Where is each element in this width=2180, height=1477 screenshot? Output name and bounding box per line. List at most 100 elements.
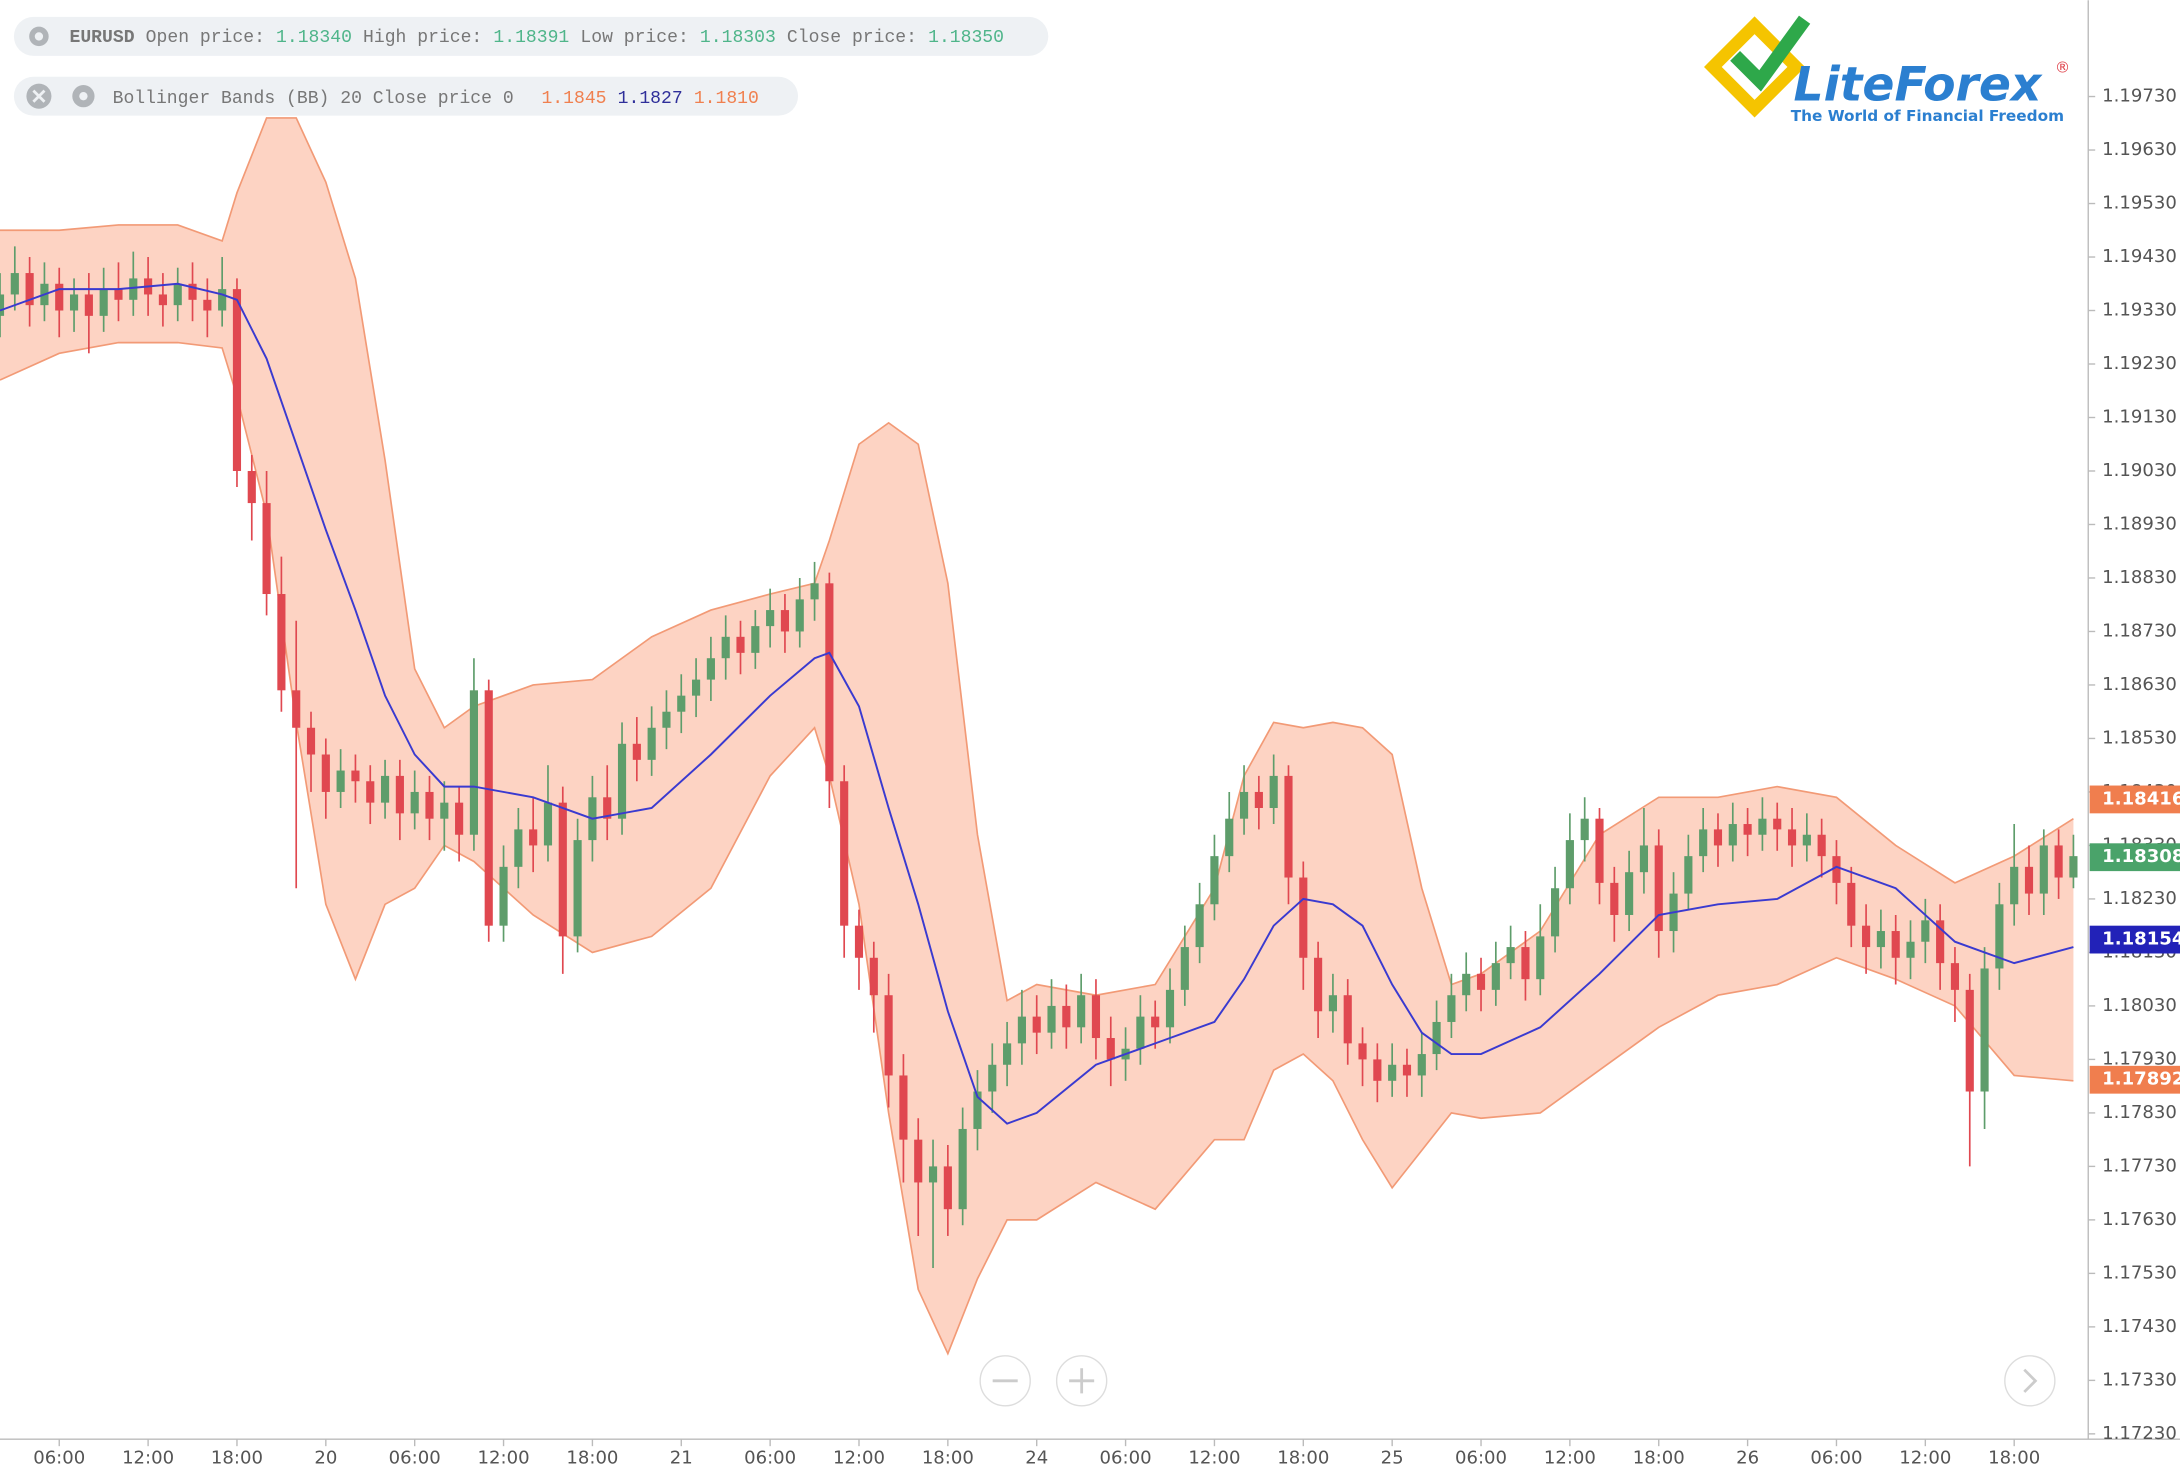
candle-body (1565, 840, 1574, 889)
candle-body (1195, 904, 1204, 948)
candle-body (55, 283, 64, 311)
candle-body (2010, 866, 2019, 905)
candle-body (1950, 963, 1960, 990)
gear-icon[interactable] (72, 85, 95, 108)
x-tick-label: 06:00 (1100, 1448, 1152, 1469)
x-tick-label: 18:00 (211, 1448, 263, 1469)
indicator-value: 1.1810 (694, 89, 759, 109)
candle-body (1847, 882, 1856, 926)
candle-body (1358, 1043, 1367, 1060)
candle-body (677, 695, 686, 712)
y-tick-label: 1.18530 (2102, 727, 2177, 748)
x-tick-label: 20 (314, 1448, 337, 1469)
scroll-right-button[interactable] (2004, 1355, 2056, 1407)
logo-check (1730, 15, 1811, 92)
y-tick-label: 1.19530 (2102, 193, 2177, 214)
indicator-value: 1.1845 (541, 89, 606, 109)
y-tick-label: 1.17530 (2102, 1262, 2177, 1283)
legend-label: Close price: (787, 28, 917, 48)
candle-body (1062, 1005, 1071, 1028)
logo-diamond (1704, 16, 1806, 118)
candle-body (1506, 947, 1515, 964)
candle-body (158, 294, 167, 306)
candle-body (884, 995, 893, 1076)
y-tick-label: 1.17730 (2102, 1155, 2177, 1176)
candle-body (2069, 856, 2078, 878)
y-tick-label: 1.17830 (2102, 1102, 2177, 1123)
candle-body (1210, 856, 1219, 905)
legend-label: Low price: (580, 28, 688, 48)
price-label: 1.17892 (2102, 1069, 2180, 1090)
candle-body (306, 727, 316, 755)
gear-icon[interactable] (29, 26, 49, 47)
candle-body (1936, 920, 1945, 964)
y-tick-label: 1.18830 (2102, 567, 2177, 588)
candle-body (203, 299, 212, 311)
candle-body (1802, 834, 1811, 846)
candle-body (1388, 1064, 1397, 1081)
indicator-legend-bg (13, 76, 799, 116)
y-tick-label: 1.19730 (2102, 86, 2177, 107)
candle-body (529, 829, 538, 846)
y-tick-label: 1.19230 (2102, 353, 2177, 374)
candle-body (1743, 824, 1752, 835)
zoom-in-button[interactable] (1055, 1355, 1108, 1407)
candle-body (1965, 989, 1974, 1092)
candle-body (1876, 931, 1885, 948)
close-icon[interactable] (26, 83, 52, 109)
candle-body (173, 283, 182, 306)
candle-body (1980, 968, 1989, 1092)
candle-body (988, 1064, 997, 1092)
candle-body (1047, 1005, 1056, 1033)
x-tick-label: 06:00 (1455, 1448, 1507, 1469)
price-label-bg (2089, 925, 2180, 954)
logo: LiteForex ® The World of Financial Freed… (1704, 15, 2070, 125)
candle-body (943, 1166, 952, 1210)
candle-body (1891, 931, 1900, 958)
candle-body (455, 802, 464, 835)
candle-body (1373, 1059, 1382, 1081)
candle-body (1832, 856, 1841, 883)
candle-body (2039, 845, 2048, 894)
candle-body (692, 679, 701, 696)
y-tick-label: 1.19430 (2102, 246, 2177, 267)
candle-body (1447, 995, 1456, 1022)
x-tick-label: 18:00 (922, 1448, 974, 1469)
candle-body (1077, 995, 1086, 1028)
candle-body (2054, 845, 2063, 878)
candle-body (218, 289, 227, 311)
y-tick-label: 1.17230 (2102, 1423, 2177, 1444)
legend-value: 1.18391 (493, 28, 569, 48)
candle-body (129, 278, 138, 300)
candle-body (1639, 845, 1649, 873)
candle-body (1921, 920, 1930, 942)
candle-body (1091, 995, 1101, 1039)
band-fill (0, 117, 2074, 1354)
legend-label: Open price: (146, 28, 265, 48)
lower-band (0, 341, 2074, 1356)
plot-area (0, 117, 2078, 1356)
y-tick-label: 1.19330 (2102, 300, 2177, 321)
price-label: 1.18154 (2102, 929, 2180, 950)
candle-body (10, 273, 19, 295)
candle-body (647, 727, 656, 760)
candle-body (277, 594, 286, 691)
candle-body (425, 791, 434, 819)
candle-body (1254, 791, 1263, 808)
y-tick-label: 1.19030 (2102, 460, 2177, 481)
candle-body (1550, 888, 1560, 937)
logo-tagline: The World of Financial Freedom (1791, 107, 2064, 125)
zoom-out-button[interactable] (979, 1355, 1031, 1407)
x-tick-label: 21 (670, 1448, 693, 1469)
candle-body (69, 294, 79, 311)
indicator-name: Bollinger Bands (BB) 20 Close price 0 (113, 89, 514, 109)
candle-body (766, 610, 775, 627)
candle-body (1314, 957, 1323, 1012)
candle-body (721, 636, 730, 659)
price-label-bg (2089, 785, 2180, 814)
candle-body (380, 775, 390, 803)
x-tick-label: 12:00 (1544, 1448, 1596, 1469)
candle-body (973, 1091, 982, 1129)
candle-body (25, 273, 34, 306)
